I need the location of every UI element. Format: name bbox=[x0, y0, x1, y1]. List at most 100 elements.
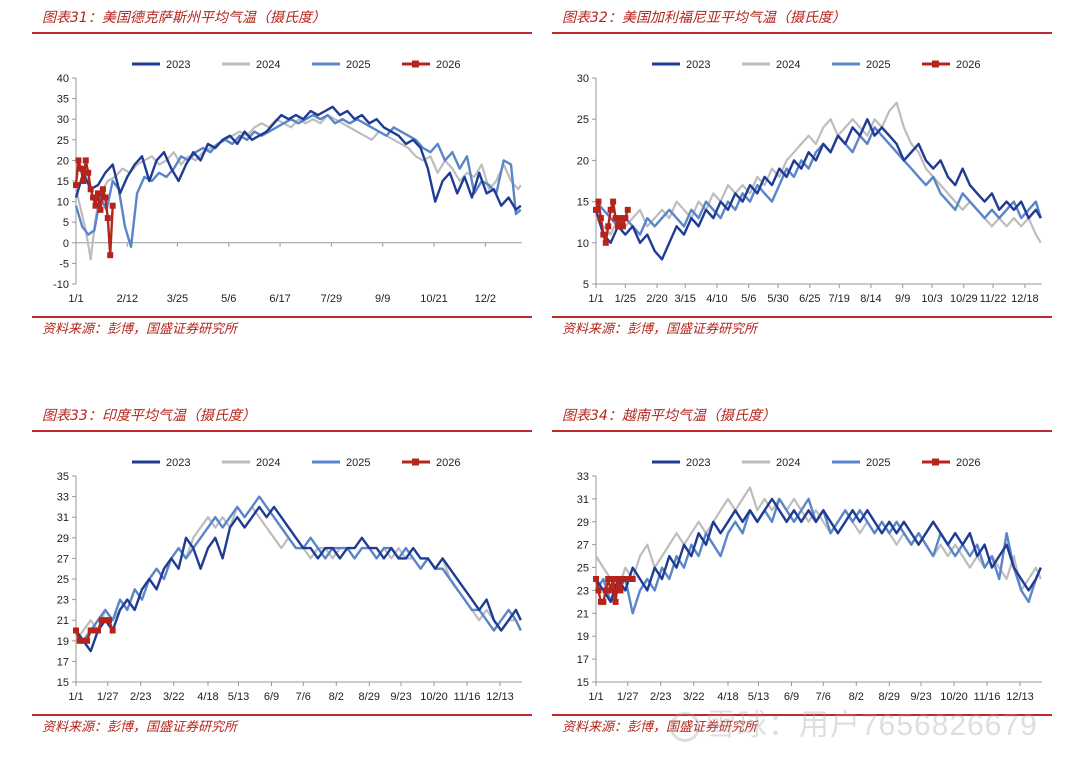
legend-item-2023: 2023 bbox=[132, 59, 190, 71]
x-tick-label: 6/9 bbox=[264, 691, 279, 703]
chart-source: 资料来源：彭博，国盛证券研究所 bbox=[42, 720, 238, 735]
y-tick-label: -5 bbox=[59, 258, 69, 270]
x-tick-label: 4/10 bbox=[706, 293, 727, 305]
x-tick-label: 1/27 bbox=[97, 691, 118, 703]
x-tick-label: 6/17 bbox=[269, 293, 290, 305]
legend-item-2023: 2023 bbox=[652, 457, 710, 469]
chart-panel-4: 图表34：越南平均气温（摄氏度） 2023 2024 2025 2026 15 17 19 2… bbox=[552, 402, 1052, 740]
y-tick-label: 25 bbox=[577, 114, 589, 126]
series-point-2026 bbox=[80, 637, 87, 644]
series-point-2026 bbox=[76, 637, 83, 644]
x-tick-label: 1/1 bbox=[68, 691, 83, 703]
y-tick-label: 25 bbox=[57, 135, 69, 147]
series-point-2026 bbox=[602, 239, 609, 246]
x-tick-label: 4/18 bbox=[197, 691, 218, 703]
x-tick-label: 10/3 bbox=[921, 293, 942, 305]
chart-panel-1: 图表31：美国德克萨斯州平均气温（摄氏度） 2023 2024 2025 2026 -1… bbox=[32, 4, 532, 342]
legend-label-2026: 2026 bbox=[956, 59, 980, 71]
y-tick-label: 27 bbox=[57, 553, 69, 565]
y-tick-label: 35 bbox=[57, 471, 69, 483]
x-tick-label: 2/20 bbox=[646, 293, 667, 305]
y-tick-label: 30 bbox=[577, 73, 589, 85]
y-tick-label: 21 bbox=[57, 615, 69, 627]
x-tick-label: 9/9 bbox=[895, 293, 910, 305]
legend-label-2026: 2026 bbox=[436, 59, 460, 71]
y-tick-label: 29 bbox=[57, 533, 69, 545]
title-rule bbox=[552, 430, 1052, 432]
legend-item-2024: 2024 bbox=[222, 59, 280, 71]
y-tick-label: 33 bbox=[577, 471, 589, 483]
title-rule bbox=[32, 32, 532, 34]
y-tick-label: -10 bbox=[53, 279, 69, 291]
x-tick-label: 7/29 bbox=[321, 293, 342, 305]
x-tick-label: 1/1 bbox=[588, 691, 603, 703]
y-tick-label: 0 bbox=[63, 238, 69, 250]
chart-3-svg: 2023 2024 2025 2026 15 17 19 21 23 25 27 29 31 33 35 1/… bbox=[57, 457, 522, 703]
series-point-2026 bbox=[614, 223, 621, 230]
chart-4-svg: 2023 2024 2025 2026 15 17 19 21 23 25 27 29 31 33 1/1 1… bbox=[577, 457, 1042, 703]
x-tick-label: 8/14 bbox=[860, 293, 881, 305]
series-point-2026 bbox=[607, 587, 614, 594]
chart-source: 资料来源：彭博，国盛证券研究所 bbox=[562, 322, 758, 337]
y-tick-label: 40 bbox=[57, 73, 69, 85]
series-point-2026 bbox=[622, 215, 629, 222]
x-tick-label: 9/23 bbox=[390, 691, 411, 703]
x-tick-label: 5/13 bbox=[228, 691, 249, 703]
series-point-2026 bbox=[109, 202, 116, 209]
legend-item-2025: 2025 bbox=[832, 457, 890, 469]
y-tick-label: 5 bbox=[63, 217, 69, 229]
series-point-2026 bbox=[617, 587, 624, 594]
x-tick-label: 8/2 bbox=[329, 691, 344, 703]
title-rule bbox=[32, 430, 532, 432]
y-tick-label: 31 bbox=[57, 512, 69, 524]
series-point-2026 bbox=[102, 194, 109, 201]
series-point-2026 bbox=[597, 215, 604, 222]
legend-item-2023: 2023 bbox=[652, 59, 710, 71]
series-point-2026 bbox=[73, 627, 79, 634]
y-tick-label: 10 bbox=[577, 238, 589, 250]
series-point-2026 bbox=[94, 190, 101, 197]
y-tick-label: 15 bbox=[57, 677, 69, 689]
legend-label-2025: 2025 bbox=[346, 59, 370, 71]
series-line-2025 bbox=[74, 113, 522, 249]
y-tick-label: 19 bbox=[577, 631, 589, 643]
chart-title: 图表31：美国德克萨斯州平均气温（摄氏度） bbox=[42, 10, 326, 26]
chart-title: 图表33：印度平均气温（摄氏度） bbox=[42, 408, 256, 424]
legend-item-2024: 2024 bbox=[222, 457, 280, 469]
y-tick-label: 17 bbox=[57, 656, 69, 668]
series-point-2026 bbox=[77, 165, 84, 172]
y-tick-label: 20 bbox=[57, 155, 69, 167]
legend-label-2023: 2023 bbox=[686, 457, 710, 469]
chart-1-svg: 2023 2024 2025 2026-10-505101520253035401/1… bbox=[53, 59, 522, 305]
x-tick-label: 1/1 bbox=[588, 293, 603, 305]
series-point-2026 bbox=[94, 627, 101, 634]
series-point-2026 bbox=[97, 206, 104, 213]
title-rule bbox=[552, 32, 1052, 34]
series-point-2026 bbox=[595, 587, 602, 594]
legend-label-2026: 2026 bbox=[436, 457, 460, 469]
series-point-2026 bbox=[104, 215, 111, 222]
series-point-2026 bbox=[102, 617, 109, 624]
series-point-2026 bbox=[73, 182, 79, 189]
x-tick-label: 2/23 bbox=[130, 691, 151, 703]
series-point-2026 bbox=[629, 576, 636, 582]
x-tick-label: 1/27 bbox=[617, 691, 638, 703]
legend-item-2026: 2026 bbox=[402, 59, 460, 71]
x-tick-label: 2/12 bbox=[117, 293, 138, 305]
x-tick-label: 10/29 bbox=[950, 293, 978, 305]
legend-item-2024: 2024 bbox=[742, 59, 800, 71]
series-line-2023 bbox=[594, 117, 1042, 261]
x-tick-label: 12/13 bbox=[486, 691, 514, 703]
x-tick-label: 9/23 bbox=[910, 691, 931, 703]
series-point-2026 bbox=[82, 157, 89, 164]
series-point-2026 bbox=[614, 576, 621, 582]
series-point-2026 bbox=[80, 178, 87, 184]
legend-marker-2026 bbox=[932, 60, 939, 68]
series-point-2026 bbox=[109, 627, 116, 634]
y-tick-label: 23 bbox=[57, 595, 69, 607]
series-point-2026 bbox=[612, 598, 619, 605]
y-tick-label: 5 bbox=[583, 279, 589, 291]
y-tick-label: 29 bbox=[577, 517, 589, 529]
x-tick-label: 11/22 bbox=[980, 293, 1007, 305]
